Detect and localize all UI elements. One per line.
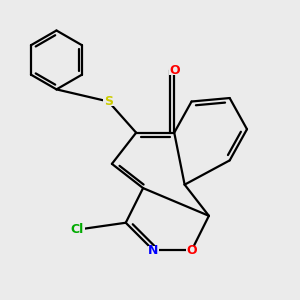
Bar xyxy=(103,97,114,106)
Text: S: S xyxy=(104,95,113,108)
Text: Cl: Cl xyxy=(70,223,84,236)
Bar xyxy=(186,246,197,255)
Bar xyxy=(169,65,180,75)
Bar xyxy=(70,225,85,235)
Text: O: O xyxy=(186,244,197,257)
Text: O: O xyxy=(169,64,180,77)
Bar xyxy=(148,246,159,255)
Text: N: N xyxy=(148,244,159,257)
